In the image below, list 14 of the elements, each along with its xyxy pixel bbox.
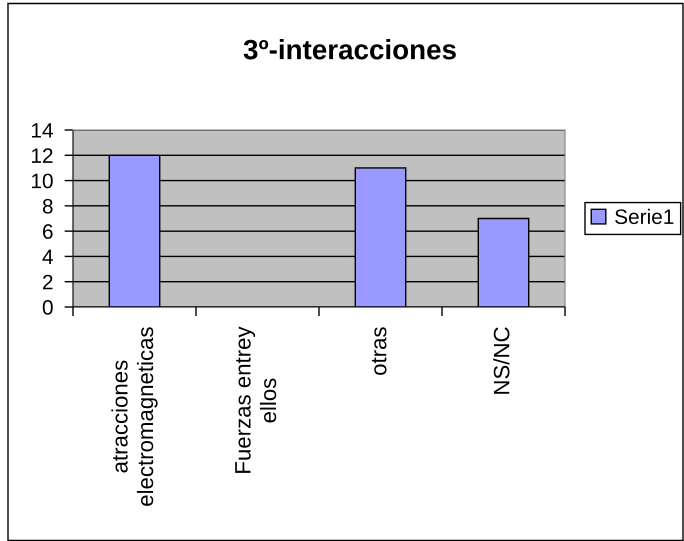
chart-title: 3º-interacciones xyxy=(244,39,456,60)
y-tick-label: 0 xyxy=(42,300,53,315)
x-tick-label: otras xyxy=(372,327,386,375)
y-tick-label: 14 xyxy=(32,123,53,138)
y-tick-label: 10 xyxy=(32,174,53,188)
y-tick-label: 4 xyxy=(42,250,53,264)
y-tick-label: 2 xyxy=(43,274,53,290)
x-tick-label: Fuerzas entrey ellos xyxy=(235,326,276,473)
legend-label: Serie1 xyxy=(615,208,674,224)
y-tick-label: 6 xyxy=(43,224,53,239)
x-tick-label: atracciones electromagneticas xyxy=(111,327,158,506)
y-tick-label: 12 xyxy=(32,148,53,163)
x-tick-label: NS/NC xyxy=(493,327,510,394)
y-tick-label: 8 xyxy=(42,198,53,214)
